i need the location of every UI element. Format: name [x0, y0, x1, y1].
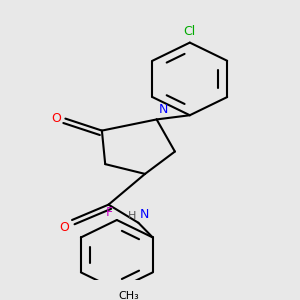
Text: CH₃: CH₃ — [118, 291, 139, 300]
Text: Cl: Cl — [184, 26, 196, 38]
Text: O: O — [59, 220, 69, 234]
Text: N: N — [158, 103, 168, 116]
Text: F: F — [106, 206, 113, 219]
Text: N: N — [140, 208, 149, 221]
Text: O: O — [52, 112, 61, 124]
Text: H: H — [128, 212, 137, 221]
